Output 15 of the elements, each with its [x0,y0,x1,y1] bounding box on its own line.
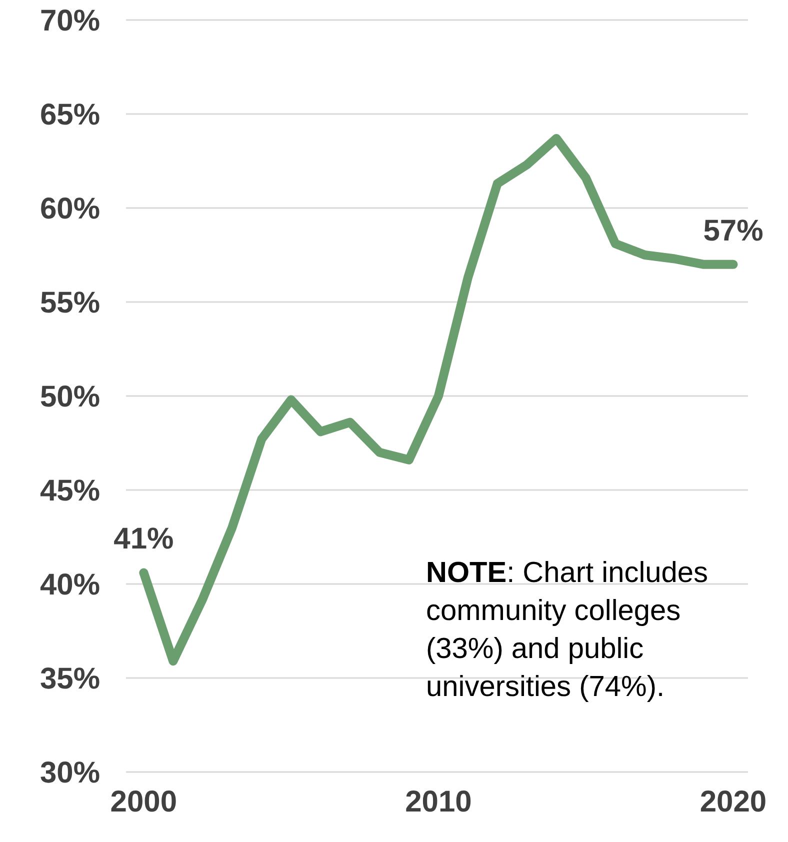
annotation: 41% [114,522,174,556]
x-tick-label: 2010 [405,785,472,818]
x-tick-label: 2020 [700,785,767,818]
y-tick-label: 35% [40,662,100,696]
y-tick-label: 40% [40,568,100,602]
y-tick-label: 55% [40,286,100,320]
y-tick-label: 50% [40,380,100,414]
y-tick-label: 65% [40,98,100,132]
y-tick-label: 45% [40,474,100,508]
annotation: 57% [703,214,764,248]
y-tick-label: 60% [40,192,100,226]
x-tick-label: 2000 [110,785,178,818]
y-tick-label: 30% [40,756,100,790]
y-tick-label: 70% [40,4,100,38]
annotation: NOTE: Chart includes community colleges (33%) and public universities (74%). [426,556,710,705]
